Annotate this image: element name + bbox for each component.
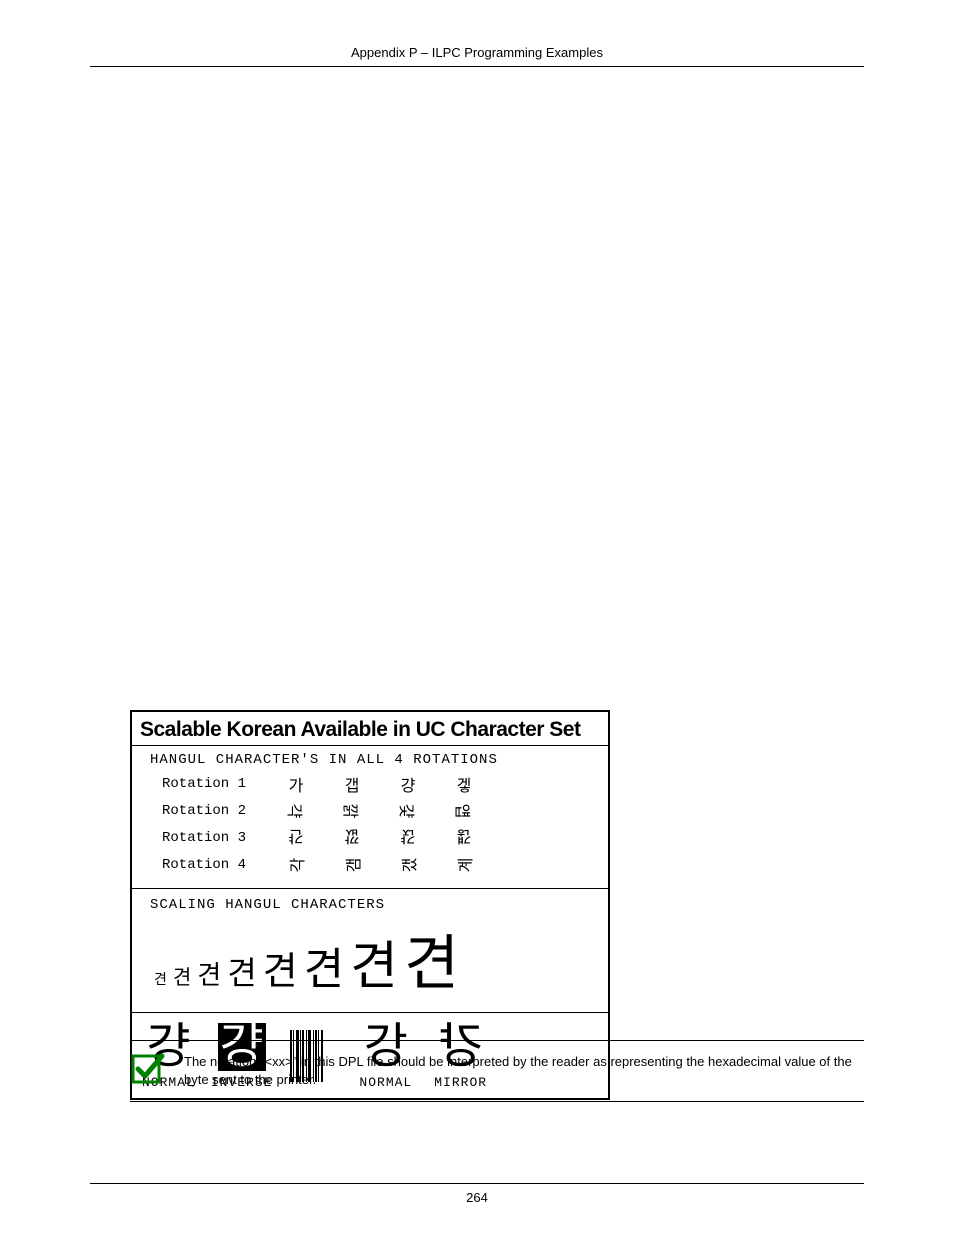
hangul-char: 갭 bbox=[340, 772, 364, 796]
divider bbox=[130, 1101, 864, 1102]
scaling-section: SCALING HANGUL CHARACTERS 견견견견견견견견 bbox=[132, 889, 608, 1013]
page-container: Appendix P – ILPC Programming Examples S… bbox=[0, 0, 954, 1235]
scaled-hangul-char: 견 bbox=[227, 948, 256, 994]
page-number: 264 bbox=[466, 1190, 488, 1205]
hangul-char: 갼 bbox=[284, 826, 308, 850]
scaling-chars: 견견견견견견견견 bbox=[150, 915, 598, 1002]
rotation-chars: 갼깞갽걚 bbox=[284, 826, 476, 850]
page-header: Appendix P – ILPC Programming Examples bbox=[90, 45, 864, 67]
scaled-hangul-char: 견 bbox=[404, 915, 459, 1002]
box-title: Scalable Korean Available in UC Characte… bbox=[140, 718, 600, 742]
scaling-header: SCALING HANGUL CHARACTERS bbox=[150, 897, 598, 913]
rotation-chars: 각갬갰계 bbox=[284, 853, 476, 877]
page-footer: 264 bbox=[90, 1183, 864, 1205]
hangul-char: 겧 bbox=[452, 772, 476, 796]
rotation-label: Rotation 4 bbox=[162, 857, 284, 873]
divider bbox=[130, 1040, 864, 1041]
hangul-char: 걍 bbox=[396, 772, 420, 796]
note-section: The notation "<xx>" in this DPL file sho… bbox=[130, 1040, 864, 1102]
hangul-char: 깕 bbox=[340, 799, 364, 823]
scaled-hangul-char: 견 bbox=[154, 969, 167, 989]
rotation-label: Rotation 3 bbox=[162, 830, 284, 846]
hangul-char: 각 bbox=[284, 853, 308, 877]
rotation-chars: 가갭걍겧 bbox=[284, 772, 476, 796]
hangul-char: 걚 bbox=[452, 826, 476, 850]
rotation-chars: 갹깕걏얩 bbox=[284, 799, 476, 823]
rotation-header: HANGUL CHARACTER'S IN ALL 4 ROTATIONS bbox=[150, 752, 598, 768]
hangul-char: 걏 bbox=[396, 799, 420, 823]
rotation-label: Rotation 1 bbox=[162, 776, 284, 792]
scaled-hangul-char: 견 bbox=[173, 961, 191, 990]
rotation-section: HANGUL CHARACTER'S IN ALL 4 ROTATIONS Ro… bbox=[132, 746, 608, 889]
scaled-hangul-char: 견 bbox=[197, 955, 221, 992]
rotation-row: Rotation 2갹 깕 걏 얩 bbox=[150, 799, 598, 823]
rotation-label: Rotation 2 bbox=[162, 803, 284, 819]
hangul-char: 갬 bbox=[340, 853, 364, 877]
title-section: Scalable Korean Available in UC Characte… bbox=[132, 712, 608, 746]
hangul-char: 갽 bbox=[396, 826, 420, 850]
note-content: The notation "<xx>" in this DPL file sho… bbox=[130, 1049, 864, 1099]
hangul-char: 계 bbox=[452, 853, 476, 877]
checkmark-icon bbox=[130, 1051, 166, 1087]
scaled-hangul-char: 견 bbox=[263, 940, 298, 995]
scaled-hangul-char: 견 bbox=[304, 933, 344, 997]
hangul-char: 깞 bbox=[340, 826, 364, 850]
rotation-row: Rotation 1가 갭 걍 겧 bbox=[150, 772, 598, 796]
note-text: The notation "<xx>" in this DPL file sho… bbox=[184, 1051, 864, 1089]
scaled-hangul-char: 견 bbox=[350, 924, 398, 999]
hangul-char: 얩 bbox=[452, 799, 476, 823]
hangul-char: 가 bbox=[284, 772, 308, 796]
hangul-char: 갰 bbox=[396, 853, 420, 877]
header-title: Appendix P – ILPC Programming Examples bbox=[351, 45, 603, 60]
rotation-row: Rotation 4각 갬 갰 계 bbox=[150, 853, 598, 877]
hangul-char: 갹 bbox=[284, 799, 308, 823]
rotation-row: Rotation 3갼 깞 갽 걚 bbox=[150, 826, 598, 850]
